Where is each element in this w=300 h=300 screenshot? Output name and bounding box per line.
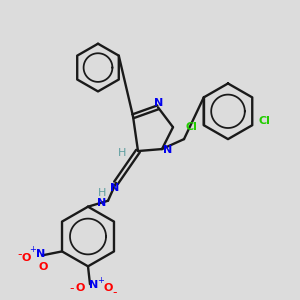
Text: N: N: [98, 198, 106, 208]
Text: H: H: [98, 188, 106, 198]
Text: N: N: [154, 98, 164, 108]
Text: N: N: [89, 280, 99, 290]
Text: N: N: [110, 183, 120, 193]
Text: -: -: [113, 286, 117, 299]
Text: N: N: [36, 249, 46, 260]
Text: Cl: Cl: [186, 122, 198, 132]
Text: O: O: [38, 262, 48, 272]
Text: N: N: [164, 145, 172, 155]
Text: +: +: [30, 245, 37, 254]
Text: -: -: [18, 248, 22, 261]
Text: O: O: [75, 283, 85, 293]
Text: H: H: [118, 148, 126, 158]
Text: O: O: [103, 283, 113, 293]
Text: +: +: [98, 276, 104, 285]
Text: Cl: Cl: [258, 116, 270, 126]
Text: O: O: [21, 254, 31, 263]
Text: -: -: [70, 282, 74, 295]
